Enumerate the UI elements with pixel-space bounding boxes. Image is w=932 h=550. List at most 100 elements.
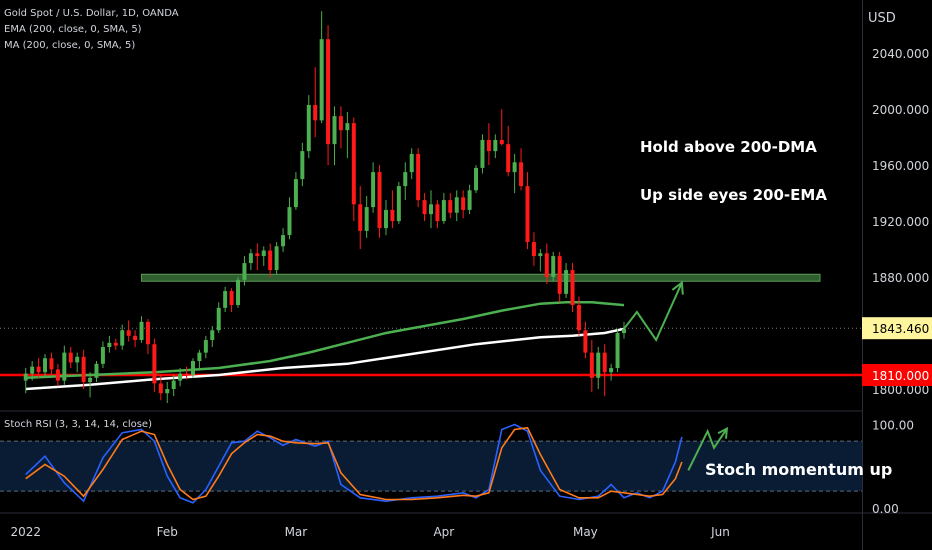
- stoch-projection-arrow: [687, 428, 728, 471]
- candle-body: [300, 151, 305, 180]
- candle-body: [68, 352, 73, 363]
- ma-legend: MA (200, close, 0, SMA, 5): [4, 40, 136, 51]
- candle-body: [133, 335, 138, 341]
- candle-body: [358, 204, 363, 231]
- candle-body: [274, 246, 279, 271]
- candle-body: [319, 39, 324, 121]
- candle-body: [551, 256, 556, 278]
- time-tick-label: Mar: [285, 525, 308, 539]
- candle-body: [94, 363, 99, 378]
- candle-body: [422, 200, 427, 215]
- candle-body: [268, 250, 273, 271]
- price-tick-label: 1960.000: [872, 159, 929, 173]
- stoch-band-fill: [0, 441, 862, 492]
- candle-body: [23, 373, 28, 381]
- time-tick-label: Apr: [433, 525, 454, 539]
- candle-body: [248, 253, 253, 264]
- candle-body: [210, 330, 215, 341]
- candle-body: [184, 373, 189, 376]
- stoch-d-line: [25, 426, 683, 501]
- candle-body: [525, 186, 530, 243]
- candle-body: [126, 330, 131, 336]
- candle-body: [223, 291, 228, 308]
- candle-body: [461, 197, 466, 210]
- candle-body: [287, 207, 292, 236]
- candle-body: [596, 352, 601, 378]
- candle-body: [43, 358, 48, 373]
- resistance-zone: [141, 273, 821, 282]
- candle-body: [75, 356, 80, 363]
- ema-200-line: [25, 301, 625, 380]
- ema-legend: EMA (200, close, 0, SMA, 5): [4, 24, 142, 35]
- candle-body: [197, 352, 202, 362]
- candle-body: [454, 197, 459, 213]
- symbol-legend: Gold Spot / U.S. Dollar, 1D, OANDA: [4, 8, 179, 19]
- candle-body: [519, 162, 524, 187]
- candle-body: [467, 190, 472, 210]
- last-price-label-bg: [862, 317, 932, 340]
- currency-label: USD: [868, 11, 896, 26]
- candle-body: [403, 172, 408, 187]
- time-tick-label: Jun: [710, 525, 730, 539]
- candle-body: [486, 139, 491, 152]
- candle-body: [49, 358, 54, 370]
- time-tick-label: Feb: [157, 525, 178, 539]
- candle-body: [306, 104, 311, 152]
- candle-body: [390, 209, 395, 222]
- candle-body: [383, 209, 388, 229]
- candle-body: [88, 377, 93, 383]
- projection-arrow-head: [671, 280, 684, 295]
- candle-body: [100, 347, 105, 364]
- price-tick-label: 2000.000: [872, 103, 929, 117]
- candle-body: [512, 162, 517, 173]
- candle-body: [435, 204, 440, 222]
- support-label: 1810.000: [872, 369, 929, 383]
- stoch-projection-arrow-head: [717, 426, 729, 439]
- candle-body: [242, 263, 247, 280]
- candle-body: [416, 153, 421, 201]
- candle-body: [281, 235, 286, 247]
- support-label-bg: [862, 364, 932, 387]
- candle-body: [293, 179, 298, 208]
- candle-body: [576, 305, 581, 331]
- candle-body: [81, 356, 86, 383]
- candle-body: [261, 250, 266, 257]
- candle-body: [589, 352, 594, 378]
- candle-body: [36, 366, 41, 373]
- candle-body: [621, 328, 626, 334]
- candle-body: [55, 369, 60, 381]
- ma-200-line: [25, 327, 625, 391]
- candle-body: [602, 352, 607, 373]
- candle-body: [236, 279, 241, 306]
- candle-body: [396, 186, 401, 222]
- candle-body: [203, 340, 208, 353]
- candle-body: [229, 291, 234, 306]
- candle-body: [371, 172, 376, 208]
- candle-body: [158, 383, 163, 394]
- candle-body: [441, 200, 446, 222]
- candle-body: [583, 330, 588, 353]
- candle-body: [139, 321, 144, 341]
- candle-body: [145, 321, 150, 345]
- price-tick-label: 1920.000: [872, 215, 929, 229]
- time-tick-label: 2022: [10, 525, 41, 539]
- candle-body: [538, 253, 543, 257]
- candle-body: [345, 123, 350, 131]
- annotation-upside: Up side eyes 200-EMA: [640, 186, 827, 204]
- candle-body: [152, 344, 157, 384]
- candle-body: [351, 123, 356, 205]
- price-tick-label: 1800.000: [872, 383, 929, 397]
- candle-body: [531, 242, 536, 257]
- candle-body: [255, 253, 260, 257]
- candle-body: [30, 366, 35, 374]
- annotation-stoch: Stoch momentum up: [705, 460, 893, 479]
- candle-body: [178, 373, 183, 381]
- candle-body: [107, 342, 112, 348]
- stoch-tick-label: 100.00: [872, 419, 914, 433]
- candle-body: [409, 153, 414, 173]
- candle-body: [120, 330, 125, 346]
- candle-body: [506, 144, 511, 173]
- candle-body: [615, 333, 620, 369]
- candle-body: [377, 172, 382, 229]
- candle-body: [448, 200, 453, 213]
